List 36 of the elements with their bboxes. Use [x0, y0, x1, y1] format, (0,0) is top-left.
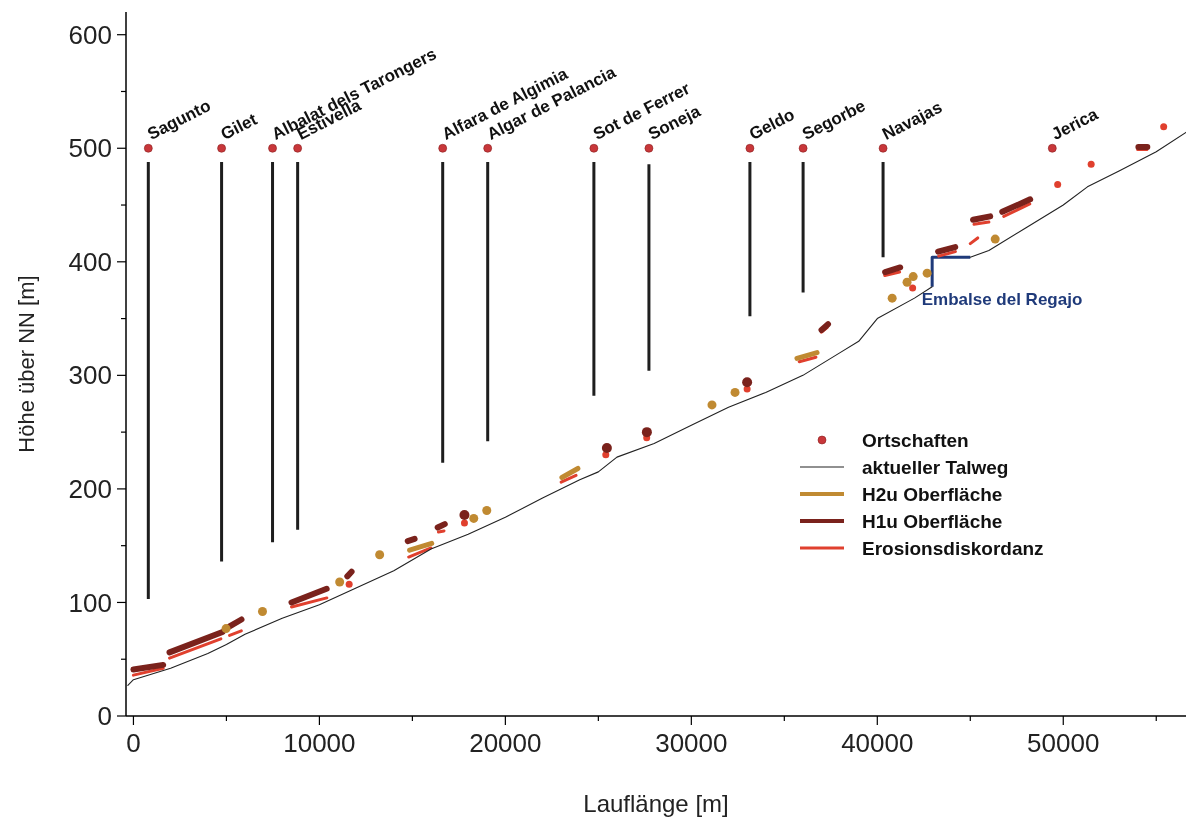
- y-tick-label: 500: [68, 133, 112, 164]
- x-tick-label: 10000: [283, 728, 356, 758]
- y-tick-label: 600: [68, 19, 112, 50]
- point: [644, 143, 654, 153]
- point: [798, 143, 808, 153]
- y-tick-label: 200: [68, 474, 112, 504]
- point: [483, 143, 492, 153]
- legend-label: Ortschaften: [862, 429, 969, 451]
- point: [268, 143, 277, 153]
- point: [1047, 143, 1057, 153]
- annotation: Jerica: [1048, 104, 1102, 144]
- legend-label: Erosionsdiskordanz: [862, 537, 1044, 559]
- annotation: Gilet: [217, 109, 261, 144]
- legend-label: aktueller Talweg: [862, 456, 1009, 478]
- x-tick-label: 30000: [655, 728, 728, 758]
- y-tick-label: 100: [68, 587, 112, 618]
- point: [144, 143, 153, 153]
- x-axis-title: Lauflänge [m]: [583, 790, 729, 817]
- x-tick-label: 20000: [469, 728, 542, 758]
- point: [438, 143, 447, 153]
- x-tick-label: 40000: [841, 728, 914, 758]
- legend-label: H1u Oberfläche: [862, 510, 1003, 532]
- point: [745, 143, 755, 153]
- y-tick-label: 400: [68, 246, 112, 277]
- annotation: Embalse del Regajo: [921, 290, 1083, 310]
- annotation: Geldo: [746, 105, 798, 144]
- y-tick-label: 300: [68, 360, 112, 391]
- point: [293, 143, 302, 153]
- y-tick-label: 0: [97, 701, 112, 732]
- x-tick-label: 50000: [1027, 728, 1100, 758]
- point: [589, 143, 599, 153]
- x-tick-label: 0: [126, 728, 141, 758]
- y-axis-title: Höhe über NN [m]: [14, 275, 39, 453]
- point: [217, 143, 226, 153]
- legend-label: H2u Oberfläche: [862, 483, 1003, 505]
- point: [878, 143, 888, 153]
